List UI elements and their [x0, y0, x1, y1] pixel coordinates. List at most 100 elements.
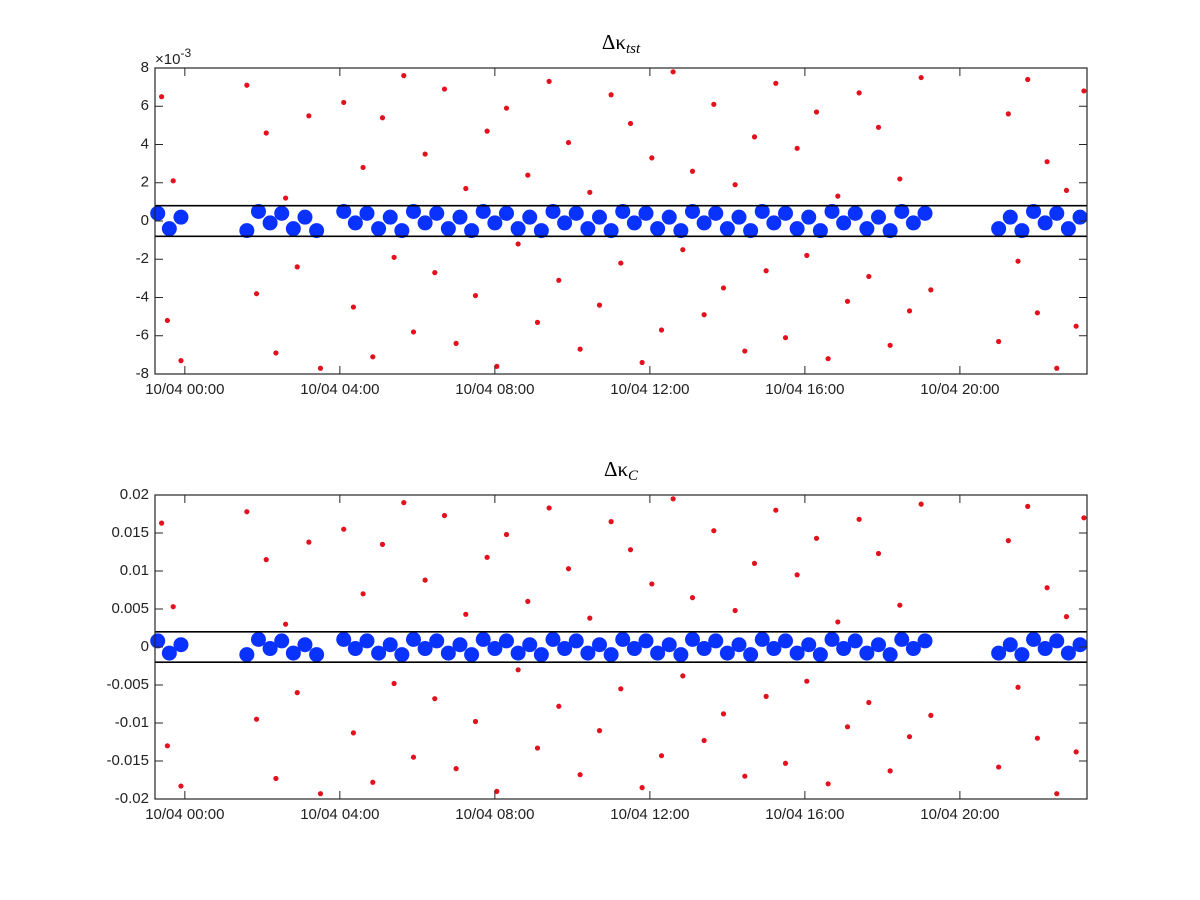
- data-point: [751, 560, 758, 567]
- data-point: [789, 645, 805, 661]
- data-point: [897, 176, 903, 182]
- data-point: [306, 113, 312, 119]
- data-point: [244, 82, 250, 88]
- data-point: [158, 94, 165, 100]
- data-point: [379, 541, 386, 548]
- data-point: [918, 74, 924, 81]
- data-point: [525, 172, 531, 178]
- data-point: [763, 693, 769, 700]
- data-point: [150, 205, 166, 221]
- x-tick-label: 10/04 12:00: [610, 381, 689, 398]
- data-point: [525, 598, 531, 605]
- data-point: [441, 86, 448, 92]
- data-point: [1049, 205, 1065, 221]
- data-point: [720, 711, 727, 717]
- data-point: [370, 354, 376, 360]
- data-point: [401, 500, 407, 506]
- data-point: [309, 647, 325, 663]
- data-point: [701, 312, 707, 318]
- data-point: [360, 164, 366, 171]
- data-point: [871, 637, 887, 653]
- data-point: [545, 203, 561, 219]
- data-point: [766, 215, 782, 231]
- y-tick-label: 0: [141, 638, 149, 655]
- x-tick-label: 10/04 08:00: [455, 381, 534, 398]
- data-point: [170, 178, 176, 184]
- data-point: [1025, 503, 1031, 509]
- data-point: [905, 641, 921, 657]
- data-point: [731, 637, 747, 653]
- data-point: [394, 647, 410, 663]
- data-point: [347, 215, 363, 231]
- data-point: [1073, 749, 1079, 755]
- data-point: [1081, 515, 1087, 521]
- data-point: [577, 772, 583, 778]
- data-point: [812, 223, 828, 239]
- data-point: [1081, 88, 1087, 94]
- plot-area: [155, 68, 1087, 374]
- data-point: [253, 716, 260, 722]
- data-point: [359, 633, 375, 649]
- data-point: [596, 302, 603, 308]
- data-point: [565, 566, 572, 572]
- data-point: [720, 285, 727, 291]
- data-point: [689, 595, 696, 601]
- x-tick-label: 10/04 00:00: [145, 381, 224, 398]
- data-point: [906, 734, 913, 740]
- data-point: [545, 631, 561, 647]
- data-point: [866, 699, 872, 706]
- data-point: [1072, 209, 1088, 225]
- data-point: [882, 647, 898, 663]
- data-point: [557, 215, 573, 231]
- data-point: [1015, 684, 1021, 690]
- data-point: [638, 205, 654, 221]
- data-point: [306, 539, 312, 545]
- data-point: [742, 348, 748, 354]
- y-tick-label: -4: [136, 288, 149, 305]
- data-point: [170, 604, 176, 610]
- data-point: [825, 781, 831, 787]
- data-point: [670, 69, 676, 75]
- title-main: Δκ: [602, 30, 627, 54]
- data-point: [178, 358, 184, 364]
- y-tick-label: -2: [136, 250, 149, 267]
- data-point: [773, 507, 779, 513]
- data-point: [928, 287, 934, 293]
- data-point: [1014, 647, 1030, 663]
- data-point: [498, 633, 514, 649]
- data-point: [244, 509, 250, 515]
- data-point: [1034, 735, 1040, 741]
- data-point: [463, 185, 469, 192]
- data-point: [503, 531, 510, 538]
- data-point: [719, 645, 735, 661]
- data-point: [801, 209, 817, 225]
- data-point: [297, 209, 313, 225]
- data-point: [836, 215, 852, 231]
- data-point: [533, 223, 549, 239]
- data-point: [273, 775, 279, 782]
- data-point: [708, 205, 724, 221]
- data-point: [360, 591, 366, 597]
- data-point: [273, 350, 279, 356]
- data-point: [711, 101, 717, 107]
- data-point: [1005, 111, 1011, 117]
- data-point: [991, 645, 1007, 661]
- data-point: [417, 215, 433, 231]
- data-point: [1044, 585, 1050, 591]
- data-point: [498, 205, 514, 221]
- data-point: [626, 215, 642, 231]
- data-point: [178, 783, 184, 789]
- data-point: [711, 528, 717, 534]
- data-point: [650, 221, 666, 237]
- data-point: [882, 223, 898, 239]
- data-point: [778, 205, 794, 221]
- data-point: [173, 209, 189, 225]
- data-point: [239, 647, 255, 663]
- data-point: [522, 637, 538, 653]
- data-point: [463, 611, 469, 617]
- y-tick-label: 2: [141, 174, 149, 191]
- data-point: [580, 645, 596, 661]
- data-point: [844, 724, 851, 730]
- data-point: [696, 215, 712, 231]
